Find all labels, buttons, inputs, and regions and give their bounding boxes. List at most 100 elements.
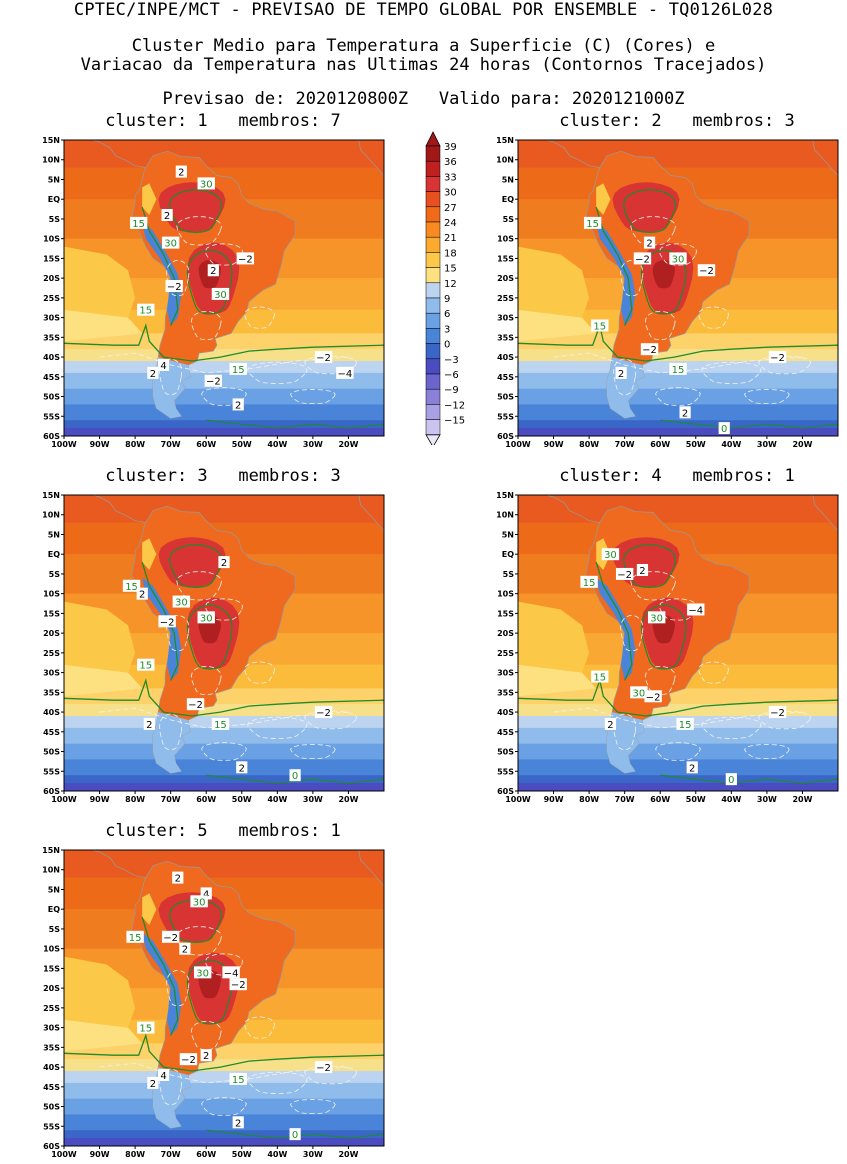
lat-tick-label: 5N [48, 885, 60, 894]
delta-t-contour-8 [613, 713, 637, 751]
svg-text:30: 30 [175, 598, 188, 609]
colorbar-label: 36 [444, 157, 457, 168]
svg-text:−2: −2 [167, 282, 182, 293]
andes-cold-strip [596, 222, 636, 326]
temp-band-10 [64, 743, 384, 760]
delta-t-contour-2 [620, 614, 644, 652]
svg-text:−2: −2 [316, 353, 331, 364]
colorbar-label: −9 [444, 385, 459, 396]
svg-text:30: 30 [196, 968, 209, 979]
contour-label: 15 [583, 216, 602, 230]
delta-t-contour-5 [758, 355, 812, 375]
lat-tick-label: 50S [43, 1103, 60, 1112]
colorbar-segment [425, 373, 441, 390]
svg-text:2: 2 [175, 874, 181, 885]
lat-tick-label: 15S [497, 609, 514, 618]
colorbar-label: 24 [444, 218, 457, 229]
delta-t-contour-3 [190, 1020, 222, 1051]
colorbar-label: 27 [444, 203, 457, 214]
svg-text:15: 15 [593, 673, 606, 684]
andes-cold-strip [142, 932, 182, 1036]
contour-label: 15 [229, 1072, 247, 1086]
svg-text:30: 30 [633, 688, 646, 699]
contour-15c-andes [141, 916, 179, 1036]
lat-tick-label: 5N [48, 175, 60, 184]
central-america-coast [91, 495, 146, 523]
contour-label: 2 [207, 264, 219, 277]
panel-4-title: cluster: 4 membros: 1 [559, 466, 795, 486]
colorbar-segment [425, 221, 441, 238]
lon-tick-label: 20W [338, 1150, 358, 1159]
svg-text:0: 0 [292, 1130, 298, 1141]
delta-t-contour-9 [744, 743, 790, 760]
lat-tick-label: 15S [43, 609, 60, 618]
lat-tick-label: 40S [43, 1063, 60, 1072]
delta-t-contour-7 [698, 306, 729, 329]
lat-tick-label: 15S [43, 964, 60, 973]
lon-tick-label: 90W [544, 795, 564, 804]
svg-text:15: 15 [672, 365, 685, 376]
svg-text:−2: −2 [188, 700, 203, 711]
colorbar-segment [425, 404, 441, 420]
lon-tick-label: 40W [267, 1150, 287, 1159]
lat-tick-label: 10S [497, 235, 514, 244]
svg-text:−2: −2 [617, 570, 632, 581]
lon-tick-label: 90W [90, 440, 110, 449]
contour-label: 2 [604, 717, 617, 731]
temp-band-7 [64, 349, 384, 362]
contour-label: −4 [687, 603, 705, 616]
contour-label: 2 [686, 761, 698, 774]
colorbar-segment [425, 252, 441, 268]
lat-tick-label: 10N [496, 511, 514, 520]
lon-tick-label: 60W [650, 795, 670, 804]
svg-text:−2: −2 [316, 708, 331, 719]
contour-label: −2 [615, 567, 634, 581]
contour-15c-ocean [64, 323, 384, 362]
contour-label: 15 [126, 930, 144, 944]
temp-band-0 [64, 495, 384, 524]
contour-label: 15 [580, 575, 598, 589]
contour-label: −2 [768, 706, 787, 719]
temp-band-11 [64, 404, 384, 421]
central-america-coast [91, 850, 146, 878]
svg-text:2: 2 [221, 558, 227, 569]
map-panel-cluster-3: 15N 10N 5N EQ 5S 10S 15S 20S 25S 30S 35S 40S 45S 50S 5… [42, 491, 385, 804]
delta-t-contour-7 [244, 661, 275, 684]
lon-tick-label: 70W [161, 1150, 181, 1159]
lat-tick-label: 25S [43, 649, 60, 658]
temp-band-8 [64, 1071, 384, 1084]
svg-text:30: 30 [200, 179, 213, 190]
svg-text:2: 2 [639, 566, 645, 577]
delta-t-contour-1 [204, 598, 244, 621]
contour-label: 30 [669, 252, 687, 265]
patagonia-cool [152, 1067, 191, 1129]
colorbar-segment [425, 358, 441, 375]
temp-band-11 [518, 404, 838, 421]
lat-tick-label: 45S [497, 373, 514, 382]
temp-band-12 [518, 420, 838, 429]
temp-band-13 [518, 428, 838, 436]
temp-band-0 [64, 850, 384, 879]
contour-label: −2 [161, 930, 180, 944]
contour-label: 15 [137, 303, 155, 317]
lat-tick-label: 45S [43, 728, 60, 737]
colorbar-segment [425, 328, 441, 344]
svg-text:15: 15 [125, 582, 138, 593]
delta-t-contour-8 [159, 358, 183, 396]
patagonia-cool [152, 712, 191, 774]
lon-tick-label: 80W [579, 795, 599, 804]
delta-t-contour-line [553, 352, 803, 374]
lat-tick-label: 50S [43, 393, 60, 402]
contour-15c-ocean [64, 1033, 384, 1072]
delta-t-contour-5 [304, 1065, 358, 1085]
temp-band-12 [518, 775, 838, 784]
lat-tick-label: 20S [43, 629, 60, 638]
delta-t-contour-line [99, 352, 349, 374]
temp-band-7 [518, 704, 838, 717]
svg-text:−2: −2 [206, 377, 221, 388]
svg-text:2: 2 [210, 266, 216, 277]
colorbar-segment [425, 343, 441, 360]
contour-label: 4 [200, 887, 212, 900]
map-frame [517, 139, 839, 437]
lon-tick-label: 60W [196, 440, 216, 449]
